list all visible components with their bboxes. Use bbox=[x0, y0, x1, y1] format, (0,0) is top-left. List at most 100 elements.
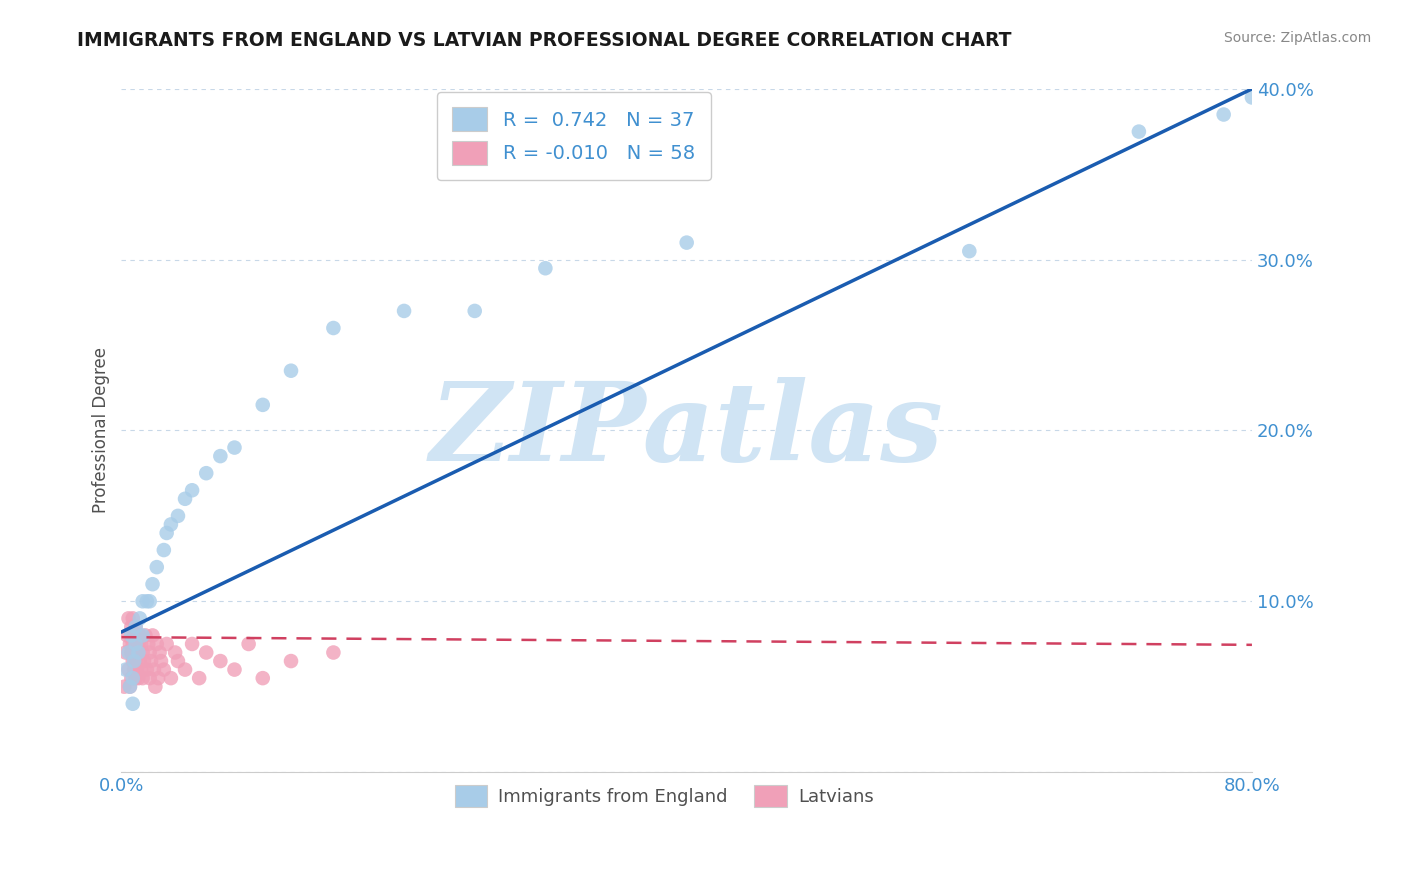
Point bbox=[1240, 90, 1263, 104]
Point bbox=[167, 654, 190, 668]
Legend: Immigrants from England, Latvians: Immigrants from England, Latvians bbox=[447, 778, 880, 814]
Point bbox=[131, 594, 153, 608]
Point bbox=[124, 620, 146, 634]
Text: Source: ZipAtlas.com: Source: ZipAtlas.com bbox=[1223, 31, 1371, 45]
Point bbox=[138, 671, 160, 685]
Point bbox=[138, 646, 160, 660]
Point bbox=[322, 321, 344, 335]
Point bbox=[124, 637, 146, 651]
Point bbox=[131, 628, 153, 642]
Point bbox=[675, 235, 697, 250]
Point bbox=[114, 663, 136, 677]
Point bbox=[141, 628, 163, 642]
Y-axis label: Professional Degree: Professional Degree bbox=[93, 348, 110, 514]
Point bbox=[209, 654, 232, 668]
Point bbox=[134, 628, 156, 642]
Point bbox=[322, 646, 344, 660]
Point bbox=[209, 449, 232, 463]
Point bbox=[150, 654, 173, 668]
Text: ZIPatlas: ZIPatlas bbox=[430, 376, 943, 484]
Point bbox=[141, 577, 163, 591]
Point bbox=[195, 466, 218, 480]
Point bbox=[280, 654, 302, 668]
Point bbox=[120, 628, 142, 642]
Point bbox=[124, 654, 146, 668]
Point bbox=[156, 637, 179, 651]
Point bbox=[143, 680, 166, 694]
Point bbox=[138, 594, 160, 608]
Point bbox=[1212, 107, 1234, 121]
Point bbox=[135, 663, 157, 677]
Point bbox=[142, 663, 165, 677]
Text: IMMIGRANTS FROM ENGLAND VS LATVIAN PROFESSIONAL DEGREE CORRELATION CHART: IMMIGRANTS FROM ENGLAND VS LATVIAN PROFE… bbox=[77, 31, 1012, 50]
Point bbox=[195, 646, 218, 660]
Point bbox=[124, 620, 146, 634]
Point bbox=[957, 244, 980, 259]
Point bbox=[121, 611, 143, 625]
Point bbox=[146, 637, 169, 651]
Point bbox=[280, 364, 302, 378]
Point bbox=[121, 637, 143, 651]
Point bbox=[160, 517, 183, 532]
Point bbox=[153, 543, 176, 558]
Point bbox=[128, 611, 150, 625]
Point bbox=[132, 654, 155, 668]
Point bbox=[112, 680, 135, 694]
Point bbox=[122, 663, 145, 677]
Point bbox=[118, 680, 141, 694]
Point bbox=[120, 620, 142, 634]
Point bbox=[114, 646, 136, 660]
Point bbox=[464, 304, 486, 318]
Point bbox=[118, 637, 141, 651]
Point bbox=[153, 663, 176, 677]
Point bbox=[149, 646, 172, 660]
Point bbox=[167, 508, 190, 523]
Point bbox=[129, 663, 152, 677]
Point bbox=[128, 628, 150, 642]
Point bbox=[131, 671, 153, 685]
Point bbox=[121, 671, 143, 685]
Point bbox=[148, 671, 170, 685]
Point bbox=[128, 654, 150, 668]
Point bbox=[115, 628, 138, 642]
Point bbox=[121, 654, 143, 668]
Point bbox=[125, 663, 148, 677]
Point bbox=[124, 671, 146, 685]
Point bbox=[224, 663, 246, 677]
Point bbox=[120, 671, 142, 685]
Point bbox=[174, 491, 197, 506]
Point bbox=[122, 628, 145, 642]
Point bbox=[174, 663, 197, 677]
Point bbox=[121, 697, 143, 711]
Point bbox=[1128, 125, 1150, 139]
Point bbox=[146, 560, 169, 574]
Point bbox=[534, 261, 557, 276]
Point bbox=[117, 646, 139, 660]
Point bbox=[160, 671, 183, 685]
Point bbox=[181, 637, 204, 651]
Point bbox=[165, 646, 187, 660]
Point bbox=[238, 637, 260, 651]
Point bbox=[188, 671, 211, 685]
Point bbox=[131, 646, 153, 660]
Point bbox=[392, 304, 415, 318]
Point bbox=[156, 525, 179, 540]
Point bbox=[125, 646, 148, 660]
Point bbox=[136, 637, 159, 651]
Point bbox=[181, 483, 204, 498]
Point bbox=[224, 441, 246, 455]
Point bbox=[252, 398, 274, 412]
Point bbox=[129, 637, 152, 651]
Point bbox=[124, 637, 146, 651]
Point bbox=[117, 663, 139, 677]
Point bbox=[120, 646, 142, 660]
Point bbox=[118, 680, 141, 694]
Point bbox=[117, 611, 139, 625]
Point bbox=[135, 594, 157, 608]
Point bbox=[252, 671, 274, 685]
Point bbox=[127, 646, 149, 660]
Point bbox=[139, 654, 162, 668]
Point bbox=[122, 654, 145, 668]
Point bbox=[127, 671, 149, 685]
Point bbox=[127, 637, 149, 651]
